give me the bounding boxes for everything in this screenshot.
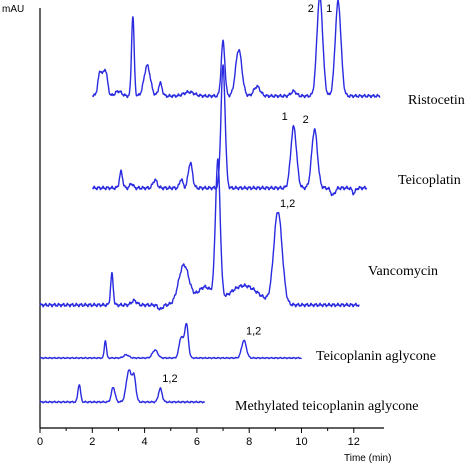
trace-5 [39, 369, 206, 404]
chromatogram-traces [39, 0, 381, 404]
peak-labels: 2 11 21,21,21,2 [162, 3, 332, 385]
x-tick-label: 8 [246, 436, 252, 448]
peak-label: 1,2 [246, 325, 261, 337]
series-label: Teicoplanin aglycone [316, 349, 436, 364]
trace-4 [39, 322, 303, 360]
peak-label: 1,2 [162, 373, 177, 385]
series-label: Ristocetin [408, 93, 465, 108]
x-axis-ticks: 0 2 4 6 8 10 12 [37, 428, 360, 448]
peak-label: 1 [282, 111, 288, 123]
x-tick-label: 4 [142, 436, 148, 448]
x-axis-title: Time (min) [344, 453, 391, 464]
trace-3 [39, 158, 360, 311]
x-tick-label: 2 [89, 436, 95, 448]
x-tick-label: 6 [194, 436, 200, 448]
peak-label: 2 [308, 3, 314, 15]
series-label: Methylated teicoplanin aglycone [235, 399, 419, 414]
trace-2 [91, 64, 368, 197]
x-tick-label: 12 [348, 436, 360, 448]
series-label: Vancomycin [368, 264, 438, 279]
y-axis-title: mAU [2, 4, 24, 15]
x-tick-label: 10 [295, 436, 307, 448]
series-labels: Ristocetin Teicoplatin Vancomycin Teicoplan… [235, 93, 465, 414]
peak-label: 1 [326, 3, 332, 15]
series-label: Teicoplatin [398, 173, 461, 188]
x-tick-label: 0 [37, 436, 43, 448]
peak-label: 1,2 [280, 198, 295, 210]
trace-1 [91, 0, 381, 99]
peak-label: 2 [303, 114, 309, 126]
